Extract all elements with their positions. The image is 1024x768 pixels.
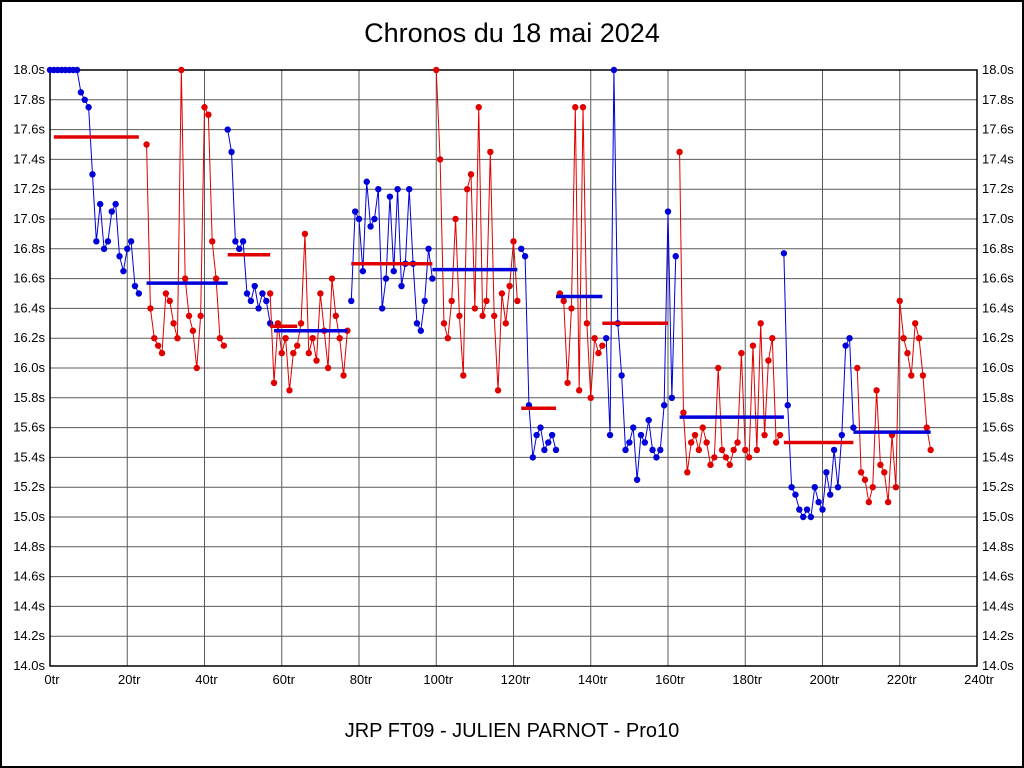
svg-text:16.4s: 16.4s	[982, 300, 1014, 315]
svg-text:180tr: 180tr	[732, 672, 762, 687]
svg-text:14.8s: 14.8s	[13, 539, 45, 554]
svg-text:100tr: 100tr	[423, 672, 453, 687]
svg-text:15.4s: 15.4s	[13, 449, 45, 464]
svg-text:160tr: 160tr	[655, 672, 685, 687]
svg-text:14.2s: 14.2s	[982, 628, 1014, 643]
svg-text:16.2s: 16.2s	[982, 330, 1014, 345]
svg-text:14.2s: 14.2s	[13, 628, 45, 643]
svg-text:18.0s: 18.0s	[982, 62, 1014, 77]
svg-text:15.8s: 15.8s	[13, 390, 45, 405]
svg-text:240tr: 240tr	[964, 672, 994, 687]
svg-text:0tr: 0tr	[44, 672, 60, 687]
svg-text:14.4s: 14.4s	[982, 598, 1014, 613]
svg-text:140tr: 140tr	[578, 672, 608, 687]
svg-text:17.6s: 17.6s	[982, 122, 1014, 137]
svg-text:17.0s: 17.0s	[13, 211, 45, 226]
svg-text:60tr: 60tr	[273, 672, 296, 687]
chart-footer-caption: JRP FT09 - JULIEN PARNOT - Pro10	[344, 720, 680, 742]
svg-text:14.0s: 14.0s	[982, 658, 1014, 673]
svg-text:14.8s: 14.8s	[982, 539, 1014, 554]
svg-text:16.6s: 16.6s	[13, 271, 45, 286]
svg-text:16.8s: 16.8s	[982, 241, 1014, 256]
svg-text:16.6s: 16.6s	[982, 271, 1014, 286]
svg-text:200tr: 200tr	[810, 672, 840, 687]
svg-text:15.2s: 15.2s	[13, 479, 45, 494]
svg-text:80tr: 80tr	[350, 672, 373, 687]
svg-text:20tr: 20tr	[118, 672, 141, 687]
svg-text:17.8s: 17.8s	[982, 92, 1014, 107]
svg-text:15.6s: 15.6s	[982, 420, 1014, 435]
svg-text:40tr: 40tr	[195, 672, 218, 687]
svg-text:14.6s: 14.6s	[982, 569, 1014, 584]
svg-text:15.0s: 15.0s	[982, 509, 1014, 524]
svg-text:15.0s: 15.0s	[13, 509, 45, 524]
svg-text:15.2s: 15.2s	[982, 479, 1014, 494]
svg-text:17.6s: 17.6s	[13, 122, 45, 137]
svg-text:18.0s: 18.0s	[13, 62, 45, 77]
svg-text:17.2s: 17.2s	[982, 181, 1014, 196]
svg-text:16.0s: 16.0s	[982, 360, 1014, 375]
chart-title: Chronos du 18 mai 2024	[364, 18, 660, 48]
svg-text:15.8s: 15.8s	[982, 390, 1014, 405]
svg-text:17.4s: 17.4s	[13, 151, 45, 166]
svg-text:14.0s: 14.0s	[13, 658, 45, 673]
svg-text:14.6s: 14.6s	[13, 569, 45, 584]
svg-text:120tr: 120tr	[501, 672, 531, 687]
svg-text:15.6s: 15.6s	[13, 420, 45, 435]
svg-text:16.2s: 16.2s	[13, 330, 45, 345]
svg-text:14.4s: 14.4s	[13, 598, 45, 613]
svg-text:17.4s: 17.4s	[982, 151, 1014, 166]
svg-text:17.0s: 17.0s	[982, 211, 1014, 226]
svg-text:220tr: 220tr	[887, 672, 917, 687]
svg-text:17.8s: 17.8s	[13, 92, 45, 107]
svg-text:16.0s: 16.0s	[13, 360, 45, 375]
svg-text:16.4s: 16.4s	[13, 300, 45, 315]
svg-text:17.2s: 17.2s	[13, 181, 45, 196]
svg-text:16.8s: 16.8s	[13, 241, 45, 256]
svg-text:15.4s: 15.4s	[982, 449, 1014, 464]
